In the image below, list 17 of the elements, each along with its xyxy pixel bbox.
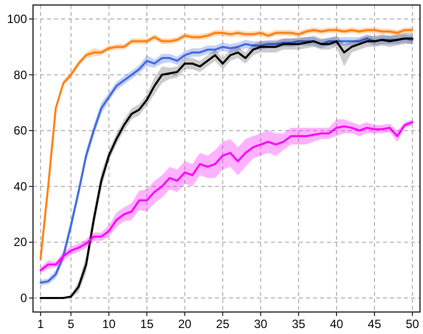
x-tick-label: 20 bbox=[178, 317, 192, 331]
x-tick-label: 5 bbox=[68, 317, 75, 331]
y-tick-label: 100 bbox=[6, 12, 28, 26]
y-tick-label: 20 bbox=[14, 235, 28, 250]
x-tick-label: 35 bbox=[292, 317, 306, 331]
x-tick-label: 45 bbox=[368, 317, 382, 331]
x-tick-label: 15 bbox=[140, 317, 154, 331]
x-tick-label: 30 bbox=[254, 317, 268, 331]
x-tick-label: 10 bbox=[102, 317, 116, 331]
y-tick-label: 80 bbox=[14, 68, 28, 82]
y-tick-label: 40 bbox=[14, 179, 28, 194]
y-tick-label: 0 bbox=[20, 291, 28, 306]
x-tick-label: 40 bbox=[330, 317, 344, 331]
x-tick-label: 50 bbox=[406, 317, 420, 331]
x-tick-label: 25 bbox=[216, 317, 230, 331]
y-tick-label: 60 bbox=[14, 124, 28, 138]
x-tick-label: 1 bbox=[37, 317, 44, 331]
